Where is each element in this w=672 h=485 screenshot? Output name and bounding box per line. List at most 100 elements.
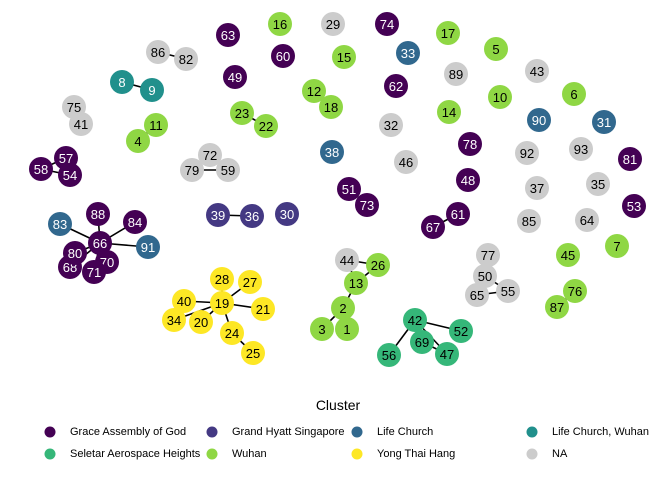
- node-label: 55: [501, 284, 515, 299]
- node-48: 48: [456, 168, 480, 192]
- node-47: 47: [435, 342, 459, 366]
- node-circle: [189, 310, 213, 334]
- node-label: 28: [215, 272, 229, 287]
- node-label: 29: [326, 17, 340, 32]
- node-circle: [484, 37, 508, 61]
- node-circle: [458, 132, 482, 156]
- legend-swatch: [44, 426, 56, 438]
- node-35: 35: [586, 172, 610, 196]
- node-label: 65: [470, 288, 484, 303]
- node-label: 50: [478, 269, 492, 284]
- node-label: 92: [520, 146, 534, 161]
- node-67: 67: [421, 215, 445, 239]
- node-22: 22: [254, 114, 278, 138]
- node-label: 7: [613, 239, 620, 254]
- node-90: 90: [527, 108, 551, 132]
- node-circle: [377, 343, 401, 367]
- node-label: 58: [34, 162, 48, 177]
- node-51: 51: [337, 177, 361, 201]
- node-label: 44: [340, 253, 354, 268]
- node-28: 28: [210, 267, 234, 291]
- legend-item: Seletar Aerospace Heights: [44, 448, 201, 460]
- node-33: 33: [396, 41, 420, 65]
- node-circle: [180, 158, 204, 182]
- legend-item: NA: [526, 448, 568, 460]
- node-88: 88: [86, 202, 110, 226]
- node-circle: [210, 291, 234, 315]
- node-circle: [394, 150, 418, 174]
- node-11: 11: [144, 113, 168, 137]
- node-label: 33: [401, 46, 415, 61]
- node-89: 89: [444, 62, 468, 86]
- node-circle: [337, 177, 361, 201]
- node-86: 86: [146, 40, 170, 64]
- node-55: 55: [496, 279, 520, 303]
- legend-label: Wuhan: [232, 448, 267, 460]
- node-circle: [562, 82, 586, 106]
- node-circle: [268, 12, 292, 36]
- node-label: 66: [93, 236, 107, 251]
- node-circle: [515, 141, 539, 165]
- node-label: 93: [574, 142, 588, 157]
- node-label: 87: [550, 300, 564, 315]
- node-label: 14: [442, 105, 456, 120]
- node-10: 10: [488, 85, 512, 109]
- node-27: 27: [238, 270, 262, 294]
- node-circle: [586, 172, 610, 196]
- node-circle: [319, 95, 343, 119]
- node-label: 9: [148, 83, 155, 98]
- node-72: 72: [198, 143, 222, 167]
- legend-label: Grace Assembly of God: [70, 426, 186, 438]
- node-label: 62: [389, 79, 403, 94]
- node-label: 72: [203, 148, 217, 163]
- node-circle: [172, 289, 196, 313]
- node-23: 23: [230, 101, 254, 125]
- legend-swatch: [206, 448, 218, 460]
- node-69: 69: [410, 330, 434, 354]
- node-18: 18: [319, 95, 343, 119]
- node-label: 41: [74, 117, 88, 132]
- node-circle: [320, 140, 344, 164]
- node-label: 18: [324, 100, 338, 115]
- node-circle: [569, 137, 593, 161]
- node-74: 74: [375, 12, 399, 36]
- node-label: 42: [408, 313, 422, 328]
- node-circle: [517, 209, 541, 233]
- node-label: 90: [532, 113, 546, 128]
- node-circle: [488, 85, 512, 109]
- node-circle: [275, 202, 299, 226]
- node-circle: [379, 113, 403, 137]
- node-66: 66: [88, 231, 112, 255]
- node-label: 4: [134, 134, 141, 149]
- node-91: 91: [136, 235, 160, 259]
- node-circle: [54, 146, 78, 170]
- legend-label: NA: [552, 448, 568, 460]
- node-63: 63: [216, 23, 240, 47]
- node-label: 38: [325, 145, 339, 160]
- node-circle: [310, 317, 334, 341]
- node-circle: [220, 321, 244, 345]
- node-37: 37: [525, 176, 549, 200]
- node-15: 15: [332, 45, 356, 69]
- node-label: 20: [194, 315, 208, 330]
- node-62: 62: [384, 74, 408, 98]
- node-label: 57: [59, 151, 73, 166]
- legend-swatch: [44, 448, 56, 460]
- node-circle: [302, 79, 326, 103]
- node-circle: [527, 108, 551, 132]
- node-label: 15: [337, 50, 351, 65]
- node-77: 77: [476, 243, 500, 267]
- node-label: 43: [530, 64, 544, 79]
- node-label: 82: [179, 52, 193, 67]
- legend-title: Cluster: [316, 397, 361, 413]
- node-80: 80: [63, 241, 87, 265]
- node-label: 80: [68, 246, 82, 261]
- node-label: 47: [440, 347, 454, 362]
- node-92: 92: [515, 141, 539, 165]
- node-circle: [335, 317, 359, 341]
- node-34: 34: [162, 308, 186, 332]
- node-circle: [136, 235, 160, 259]
- node-40: 40: [172, 289, 196, 313]
